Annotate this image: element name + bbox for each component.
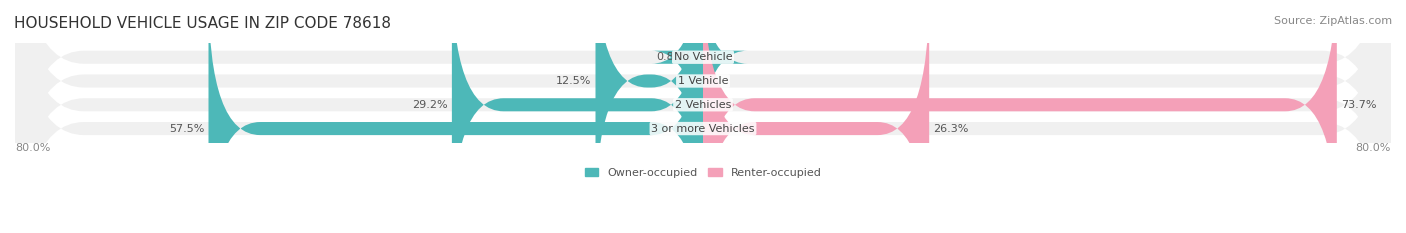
FancyBboxPatch shape [451, 0, 703, 233]
Text: 80.0%: 80.0% [1355, 143, 1391, 153]
FancyBboxPatch shape [15, 0, 1391, 233]
FancyBboxPatch shape [15, 0, 1391, 233]
Text: 1 Vehicle: 1 Vehicle [678, 76, 728, 86]
Text: Source: ZipAtlas.com: Source: ZipAtlas.com [1274, 16, 1392, 26]
Text: No Vehicle: No Vehicle [673, 52, 733, 62]
FancyBboxPatch shape [15, 0, 1391, 233]
Text: 3 or more Vehicles: 3 or more Vehicles [651, 123, 755, 134]
Text: 73.7%: 73.7% [1341, 100, 1376, 110]
FancyBboxPatch shape [703, 0, 929, 233]
FancyBboxPatch shape [208, 0, 703, 233]
Text: 2 Vehicles: 2 Vehicles [675, 100, 731, 110]
Text: 0.83%: 0.83% [657, 52, 692, 62]
Text: 12.5%: 12.5% [555, 76, 591, 86]
FancyBboxPatch shape [651, 0, 748, 193]
Text: HOUSEHOLD VEHICLE USAGE IN ZIP CODE 78618: HOUSEHOLD VEHICLE USAGE IN ZIP CODE 7861… [14, 16, 391, 31]
FancyBboxPatch shape [15, 0, 1391, 233]
Text: 57.5%: 57.5% [169, 123, 204, 134]
Text: 26.3%: 26.3% [934, 123, 969, 134]
Legend: Owner-occupied, Renter-occupied: Owner-occupied, Renter-occupied [581, 163, 825, 182]
FancyBboxPatch shape [596, 0, 703, 217]
FancyBboxPatch shape [703, 0, 1337, 233]
Text: 29.2%: 29.2% [412, 100, 447, 110]
Text: 80.0%: 80.0% [15, 143, 51, 153]
